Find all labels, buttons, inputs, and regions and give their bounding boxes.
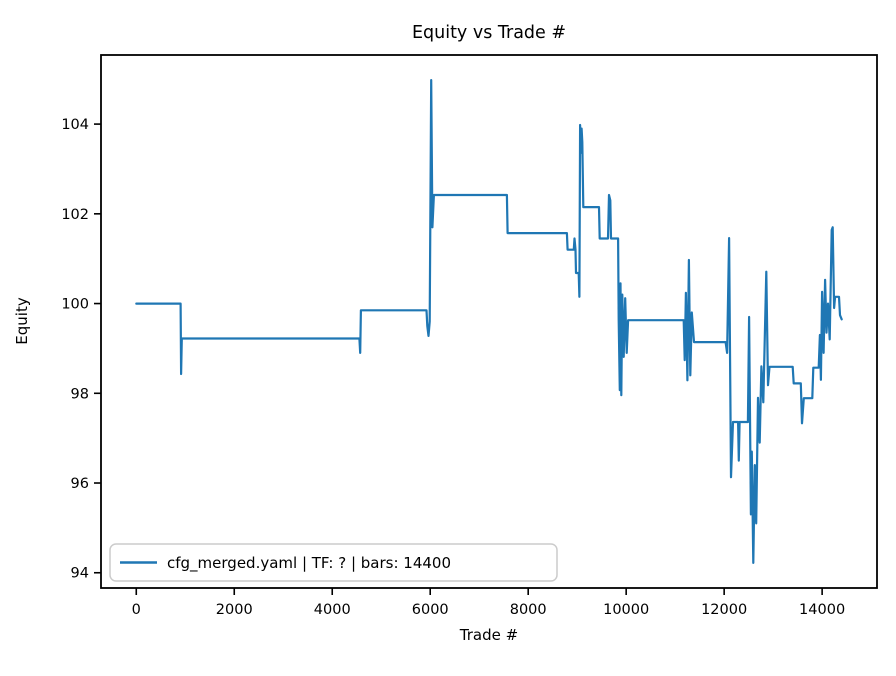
axis-ticks: 0 2000 4000 6000 8000 10000 12000 14000 94 96 98 10… bbox=[61, 117, 845, 618]
legend: cfg_merged.yaml | TF: ? | bars: 14400 bbox=[109, 543, 558, 582]
x-tick-label: 4000 bbox=[314, 602, 351, 618]
x-tick-label: 12000 bbox=[701, 602, 747, 618]
y-tick-label: 100 bbox=[61, 297, 89, 313]
x-tick-label: 2000 bbox=[216, 602, 253, 618]
chart-title: Equity vs Trade # bbox=[412, 23, 566, 43]
equity-line-group bbox=[135, 78, 843, 565]
x-tick-label: 6000 bbox=[412, 602, 449, 618]
y-tick-label: 104 bbox=[61, 117, 89, 133]
x-tick-label: 8000 bbox=[510, 602, 547, 618]
y-tick-label: 96 bbox=[71, 476, 89, 492]
x-tick-label: 0 bbox=[132, 602, 141, 618]
x-tick-label: 10000 bbox=[603, 602, 649, 618]
legend-label: cfg_merged.yaml | TF: ? | bars: 14400 bbox=[167, 554, 451, 573]
plot-border bbox=[100, 54, 878, 589]
y-tick-label: 102 bbox=[61, 207, 89, 223]
y-axis-label: Equity bbox=[13, 297, 31, 345]
x-axis-label: Trade # bbox=[459, 626, 518, 644]
legend-box bbox=[109, 543, 558, 582]
equity-line bbox=[135, 78, 843, 565]
y-tick-label: 94 bbox=[71, 566, 89, 582]
y-tick-label: 98 bbox=[71, 386, 89, 402]
x-tick-label: 14000 bbox=[799, 602, 845, 618]
